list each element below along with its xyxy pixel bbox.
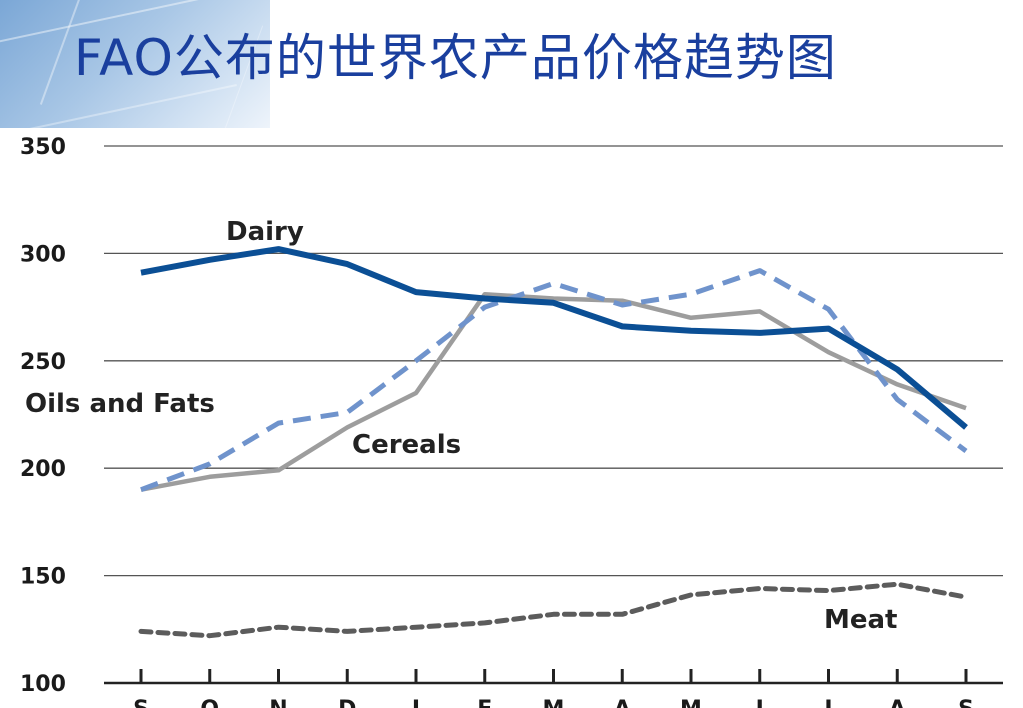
series-line-meat: [138, 581, 969, 639]
x-tick-label: S: [133, 697, 149, 708]
y-tick-label: 200: [20, 457, 66, 482]
x-tick-label: M: [680, 697, 702, 708]
series-label-oils-and-fats: Oils and Fats: [25, 389, 215, 419]
x-tick-label: F: [477, 697, 492, 708]
series-line-oils-and-fats: [140, 268, 968, 493]
series-line-cereals: [140, 291, 967, 492]
series-label-cereals: Cereals: [352, 430, 461, 460]
series-label-meat: Meat: [824, 605, 897, 635]
page-title: FAO公布的世界农产品价格趋势图: [74, 29, 837, 87]
x-tick-label: J: [410, 697, 420, 708]
series-label-dairy: Dairy: [226, 217, 304, 247]
y-tick-label: 100: [20, 672, 66, 697]
corner-decoration: [0, 0, 270, 128]
series-line-dairy: [140, 246, 968, 430]
y-tick-label: 300: [20, 242, 66, 267]
y-tick-label: 350: [20, 135, 66, 160]
x-tick-label: A: [889, 697, 906, 708]
x-tick-label: J: [754, 697, 764, 708]
y-tick-label: 250: [20, 350, 66, 375]
x-tick-label: N: [269, 697, 287, 708]
x-tick-label: A: [614, 697, 631, 708]
x-tick-label: J: [822, 697, 832, 708]
x-tick-label: S: [958, 697, 974, 708]
x-tick-label: D: [338, 697, 356, 708]
x-tick-label: M: [543, 697, 565, 708]
y-tick-label: 150: [20, 565, 66, 590]
x-tick-label: O: [200, 697, 219, 708]
